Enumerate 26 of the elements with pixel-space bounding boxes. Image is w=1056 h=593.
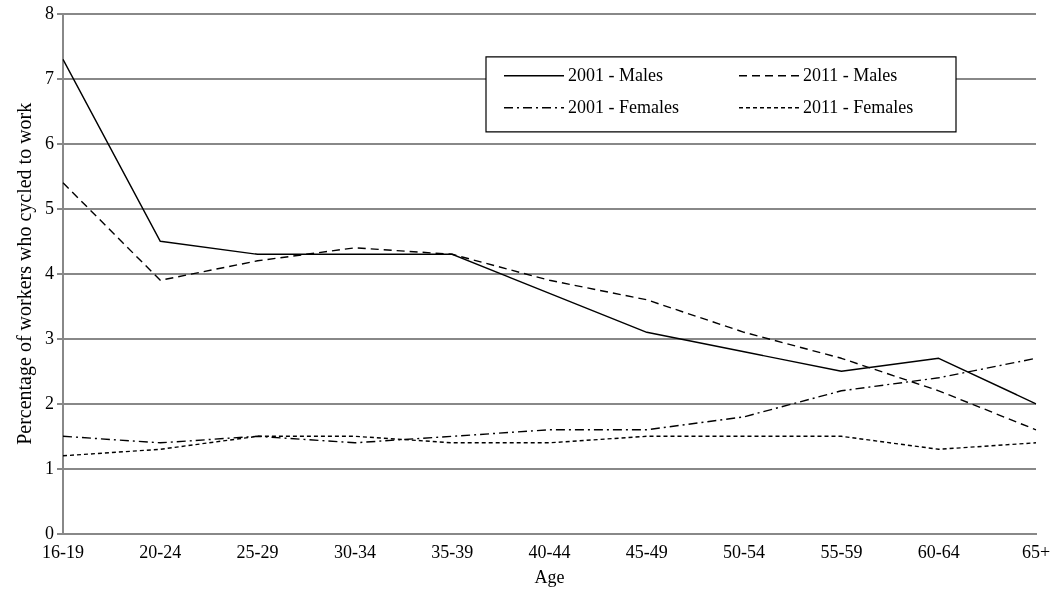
y-tick-label: 2: [45, 392, 54, 413]
x-tick-label: 40-44: [528, 542, 571, 563]
x-tick-label: 50-54: [723, 542, 766, 563]
legend-label: 2001 - Males: [568, 64, 663, 85]
x-tick-label: 25-29: [236, 542, 279, 563]
y-tick-label: 6: [45, 132, 54, 153]
y-tick-label: 1: [45, 457, 54, 478]
y-tick-label: 5: [45, 197, 54, 218]
y-tick-label: 7: [45, 67, 54, 88]
x-tick-label: 35-39: [431, 542, 474, 563]
y-tick-label: 0: [45, 522, 54, 543]
x-tick-label: 55-59: [820, 542, 863, 563]
x-tick-label: 16-19: [42, 542, 84, 563]
y-tick-label: 8: [45, 2, 54, 23]
y-tick-label: 4: [45, 262, 54, 283]
x-tick-label: 60-64: [917, 542, 960, 563]
y-axis-title: Percentage of workers who cycled to work: [13, 102, 37, 445]
legend-label: 2011 - Males: [803, 64, 898, 85]
x-axis-title: Age: [534, 566, 565, 587]
x-tick-label: 30-34: [333, 542, 376, 563]
x-tick-label: 65+: [1021, 542, 1051, 563]
y-tick-label: 3: [45, 327, 54, 348]
legend-label: 2011 - Females: [803, 96, 914, 117]
x-tick-label: 20-24: [139, 542, 182, 563]
x-tick-label: 45-49: [625, 542, 668, 563]
legend-label: 2001 - Females: [568, 96, 679, 117]
